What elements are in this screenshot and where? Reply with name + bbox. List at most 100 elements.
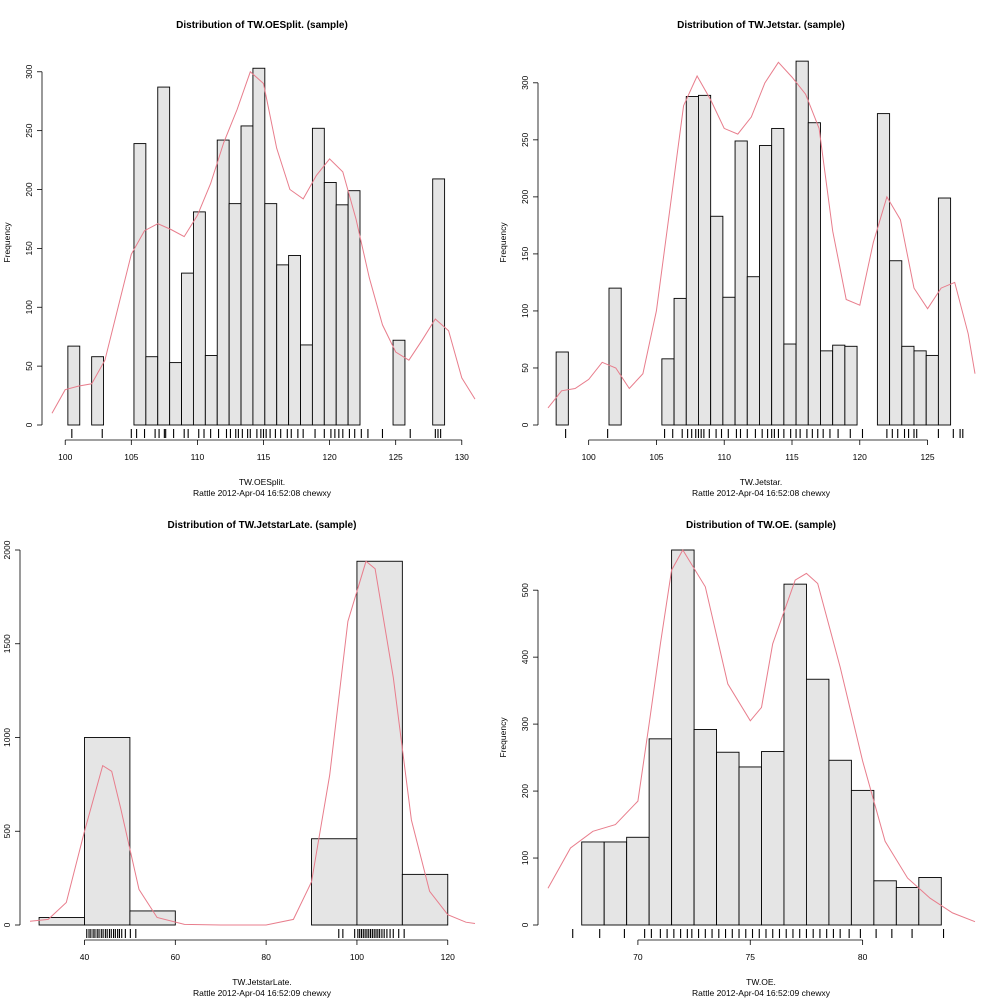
density-curve bbox=[29, 560, 476, 926]
histogram-bar bbox=[771, 127, 785, 426]
x-tick-label: 80 bbox=[261, 952, 271, 962]
histogram-bar bbox=[759, 145, 773, 426]
y-tick-label: 1000 bbox=[2, 728, 12, 747]
histogram-bar bbox=[820, 350, 834, 426]
x-tick-label: 130 bbox=[455, 452, 469, 462]
histogram-bar bbox=[335, 204, 349, 426]
histogram-bar bbox=[311, 838, 358, 926]
x-axis-label: TW.Jetstar. bbox=[740, 477, 783, 487]
histogram-panel-tw-oesplit: Distribution of TW.OESplit. (sample) 0 50 1… bbox=[2, 20, 476, 498]
x-tick-label: 100 bbox=[350, 952, 364, 962]
chart-subtitle: Rattle 2012-Apr-04 16:52:08 chewxy bbox=[193, 488, 332, 498]
chart-subtitle: Rattle 2012-Apr-04 16:52:08 chewxy bbox=[692, 488, 831, 498]
histogram-bar bbox=[288, 255, 301, 426]
histogram-bar bbox=[555, 351, 569, 426]
density-curve bbox=[547, 61, 976, 409]
histogram-bar bbox=[145, 356, 159, 426]
histogram-bar bbox=[844, 345, 858, 426]
x-tick-label: 100 bbox=[58, 452, 72, 462]
x-tick-label: 100 bbox=[582, 452, 596, 462]
chart-title: Distribution of TW.OESplit. (sample) bbox=[176, 20, 348, 31]
histogram-bar bbox=[693, 729, 718, 926]
histogram-panel-tw-jetstarlate: Distribution of TW.JetstarLate. (sample)… bbox=[2, 520, 476, 998]
histogram-bar bbox=[710, 215, 724, 426]
histogram-bar bbox=[300, 344, 313, 426]
x-tick-label: 40 bbox=[80, 952, 90, 962]
density-curve bbox=[51, 70, 476, 414]
histogram-bar bbox=[264, 203, 278, 426]
histogram-bar bbox=[392, 339, 406, 426]
histogram-bar bbox=[228, 203, 242, 426]
histogram-bar bbox=[129, 910, 176, 926]
histogram-bar bbox=[240, 125, 254, 426]
chart-subtitle: Rattle 2012-Apr-04 16:52:09 chewxy bbox=[692, 988, 831, 998]
histogram-bar bbox=[671, 549, 695, 926]
histogram-bar bbox=[157, 86, 171, 426]
x-axis-label: TW.OESplit. bbox=[239, 477, 285, 487]
x-tick-label: 60 bbox=[171, 952, 181, 962]
y-tick-label: 150 bbox=[520, 247, 530, 261]
histogram-bar bbox=[169, 362, 182, 426]
x-tick-label: 125 bbox=[389, 452, 403, 462]
x-tick-label: 80 bbox=[858, 952, 868, 962]
x-tick-label: 120 bbox=[853, 452, 867, 462]
histogram-bar bbox=[738, 766, 762, 926]
x-tick-label: 115 bbox=[257, 452, 271, 462]
histogram-bar bbox=[761, 751, 785, 926]
y-tick-label: 0 bbox=[2, 922, 12, 927]
histogram-bar bbox=[204, 355, 218, 426]
chart-subtitle: Rattle 2012-Apr-04 16:52:09 chewxy bbox=[193, 988, 332, 998]
y-axis-label: Frequency bbox=[498, 222, 508, 263]
y-tick-label: 500 bbox=[2, 824, 12, 838]
histogram-bar bbox=[133, 143, 147, 426]
histogram-bar bbox=[734, 140, 748, 426]
x-tick-label: 120 bbox=[323, 452, 337, 462]
y-tick-label: 0 bbox=[24, 422, 34, 427]
y-tick-label: 100 bbox=[520, 304, 530, 318]
y-tick-label: 200 bbox=[24, 182, 34, 196]
histogram-bar bbox=[648, 738, 673, 926]
y-tick-label: 0 bbox=[520, 922, 530, 927]
histogram-bar bbox=[876, 113, 891, 426]
histogram-bar bbox=[181, 272, 194, 426]
histogram-bar bbox=[673, 297, 687, 426]
x-tick-label: 110 bbox=[717, 452, 731, 462]
histogram-bar bbox=[807, 122, 821, 426]
y-tick-label: 400 bbox=[520, 650, 530, 664]
x-tick-label: 110 bbox=[191, 452, 205, 462]
histogram-panel-tw-oe: Distribution of TW.OE. (sample) 0 100 200 30… bbox=[498, 520, 976, 998]
histogram-bar bbox=[603, 841, 628, 926]
histogram-bar bbox=[323, 182, 337, 426]
histogram-bar bbox=[276, 264, 290, 426]
histogram-bar bbox=[192, 211, 206, 426]
x-tick-label: 105 bbox=[124, 452, 138, 462]
histogram-bar bbox=[84, 737, 131, 926]
y-tick-label: 200 bbox=[520, 784, 530, 798]
histogram-bar bbox=[698, 94, 712, 426]
y-tick-label: 200 bbox=[520, 190, 530, 204]
histogram-bar bbox=[722, 296, 736, 426]
histogram-bar bbox=[91, 356, 105, 426]
y-tick-label: 50 bbox=[24, 361, 34, 371]
y-tick-label: 0 bbox=[520, 422, 530, 427]
y-tick-label: 300 bbox=[520, 75, 530, 89]
x-tick-label: 125 bbox=[920, 452, 934, 462]
x-tick-label: 105 bbox=[649, 452, 663, 462]
histogram-bar bbox=[783, 583, 807, 926]
histogram-bar bbox=[783, 343, 797, 426]
histogram-bar bbox=[918, 877, 942, 926]
y-tick-label: 1500 bbox=[2, 634, 12, 653]
y-axis-label: Frequency bbox=[2, 222, 12, 263]
histogram-bar bbox=[581, 841, 605, 926]
histogram-bar bbox=[252, 67, 266, 426]
y-tick-label: 250 bbox=[520, 132, 530, 146]
histogram-panel-tw-jetstar: Distribution of TW.Jetstar. (sample) 0 50 1… bbox=[498, 20, 976, 498]
y-tick-label: 2000 bbox=[2, 540, 12, 559]
y-tick-label: 300 bbox=[520, 717, 530, 731]
histogram-bar bbox=[832, 344, 846, 426]
y-tick-label: 100 bbox=[520, 851, 530, 865]
x-tick-label: 75 bbox=[746, 952, 756, 962]
chart-title: Distribution of TW.OE. (sample) bbox=[686, 520, 836, 531]
histogram-bar bbox=[805, 678, 830, 926]
